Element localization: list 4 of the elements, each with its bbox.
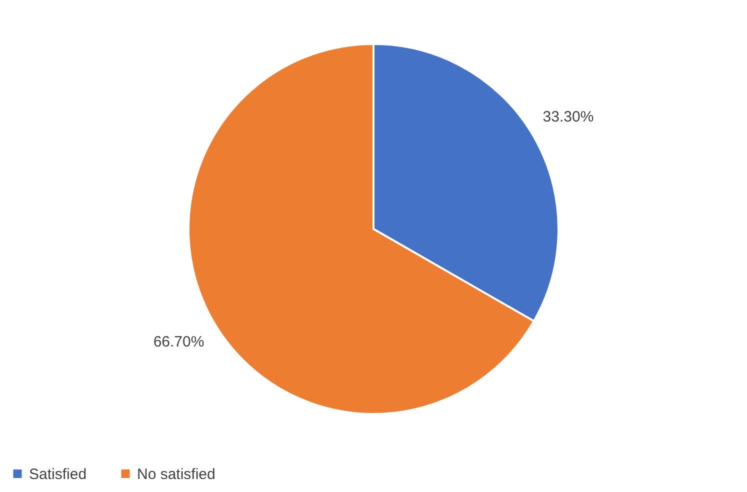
data-label: 66.70% — [153, 334, 204, 351]
legend-label: No satisfied — [137, 466, 216, 483]
legend-label: Satisfied — [29, 466, 87, 483]
data-label: 33.30% — [542, 108, 594, 126]
